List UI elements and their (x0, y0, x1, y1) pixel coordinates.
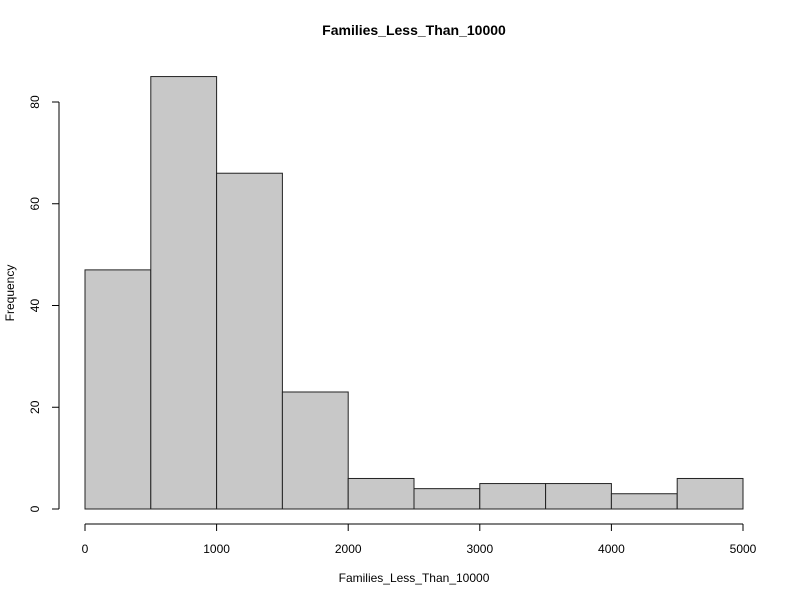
x-tick-label: 4000 (598, 542, 625, 556)
x-tick-label: 0 (82, 542, 89, 556)
histogram-bar (610, 493, 678, 510)
y-tick-label: 60 (28, 197, 42, 211)
chart-title: Families_Less_Than_10000 (322, 22, 506, 38)
histogram-bar (545, 483, 612, 510)
x-tick-label: 1000 (203, 542, 230, 556)
y-tick-label: 80 (28, 95, 42, 109)
y-tick-label: 0 (28, 505, 42, 512)
y-axis: 0 20 40 60 80 (28, 95, 60, 512)
x-tick-label: 2000 (335, 542, 362, 556)
histogram-bar (347, 477, 415, 510)
histogram-bar (479, 483, 547, 510)
y-tick-label: 40 (28, 299, 42, 313)
x-axis: 0 1000 2000 3000 4000 5000 (82, 523, 757, 556)
x-tick-label: 3000 (466, 542, 493, 556)
y-axis-label: Frequency (3, 265, 17, 322)
bars (84, 76, 744, 510)
y-tick-label: 20 (28, 400, 42, 414)
histogram-bar (150, 76, 218, 510)
histogram-bar (413, 488, 481, 510)
histogram-bar (84, 269, 152, 510)
histogram-bar (216, 172, 283, 510)
x-tick-label: 5000 (730, 542, 757, 556)
x-axis-label: Families_Less_Than_10000 (339, 571, 490, 585)
histogram-bar (676, 477, 744, 510)
histogram-bar (281, 391, 349, 510)
